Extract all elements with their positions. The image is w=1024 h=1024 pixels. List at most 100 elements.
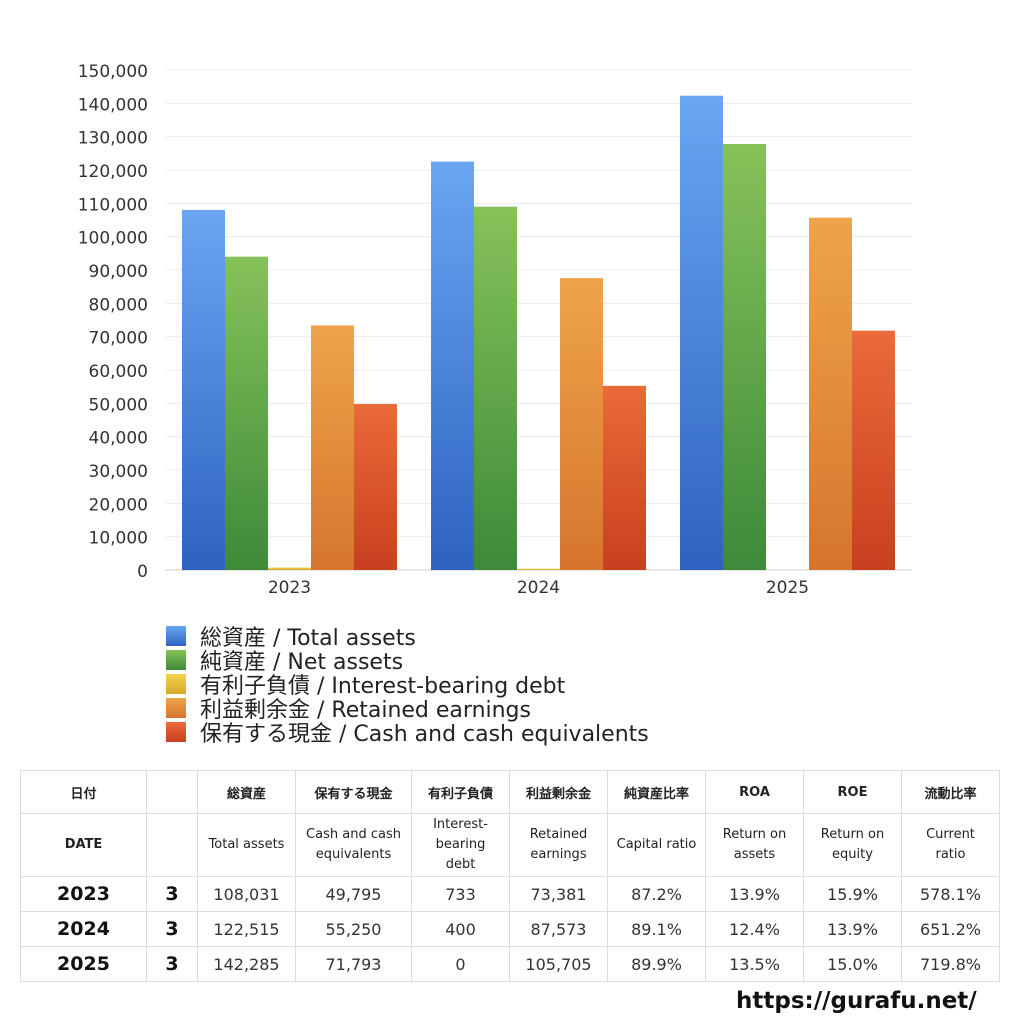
- table-cell: 3: [146, 876, 198, 912]
- site-url: https://gurafu.net/: [736, 988, 977, 1014]
- table-cell: 578.1%: [901, 876, 1000, 912]
- y-tick-label: 80,000: [89, 295, 148, 315]
- table-cell: 13.5%: [705, 946, 804, 982]
- bar-2024-series-4: [560, 278, 603, 570]
- legend-swatch: [166, 650, 186, 670]
- bar-chart: 0 10,000 20,000 30,000 40,000 50,000 60,000 70,…: [78, 62, 912, 598]
- table-header-cell: 有利子負債: [411, 770, 510, 814]
- table-cell: 89.9%: [607, 946, 706, 982]
- table-header-row-en: DATE Total assets Cash and cash equivalents…: [20, 813, 1000, 877]
- table-cell: 2025: [20, 946, 147, 982]
- table-cell: 15.0%: [803, 946, 902, 982]
- table-cell: 15.9%: [803, 876, 902, 912]
- table-header-cell: 総資産: [197, 770, 296, 814]
- legend-swatch: [166, 674, 186, 694]
- bar-2023-series-1: [182, 209, 225, 570]
- y-tick-label: 90,000: [89, 262, 148, 282]
- table-header-cell: [146, 770, 198, 814]
- table-header-cell: 保有する現金: [295, 770, 412, 814]
- x-tick-label: 2024: [517, 578, 560, 598]
- y-tick-label: 40,000: [89, 429, 148, 449]
- legend-item: 総資産 / Total assets: [166, 624, 649, 651]
- x-axis-tick-labels: 2023 2024 2025: [268, 578, 809, 598]
- table-header-cell: Interest-bearing debt: [411, 813, 510, 877]
- bar-2023-series-2: [225, 256, 268, 570]
- legend-label: 保有する現金 / Cash and cash equivalents: [200, 722, 649, 747]
- legend-swatch: [166, 698, 186, 718]
- y-tick-label: 20,000: [89, 495, 148, 515]
- y-axis-tick-labels: 0 10,000 20,000 30,000 40,000 50,000 60,000 70,…: [78, 62, 148, 582]
- y-tick-label: 130,000: [78, 129, 148, 149]
- y-tick-label: 60,000: [89, 362, 148, 382]
- table-cell: 105,705: [509, 946, 608, 982]
- legend-item: 保有する現金 / Cash and cash equivalents: [166, 720, 649, 747]
- bar-2025-series-1: [680, 95, 723, 570]
- table-row: 2024 3 122,515 55,250 400 87,573 89.1% 12.4% 13.…: [20, 911, 1000, 947]
- table-cell: 2023: [20, 876, 147, 912]
- table-cell: 651.2%: [901, 911, 1000, 947]
- y-tick-label: 150,000: [78, 62, 148, 82]
- legend-swatch: [166, 722, 186, 742]
- bar-2025-series-2: [723, 144, 766, 570]
- y-tick-label: 110,000: [78, 195, 148, 215]
- table-header-cell: Retained earnings: [509, 813, 608, 877]
- y-tick-label: 70,000: [89, 329, 148, 349]
- y-tick-label: 0: [137, 562, 148, 582]
- table-cell: 71,793: [295, 946, 412, 982]
- bar-2023-series-5: [354, 404, 397, 570]
- bar-2025-series-5: [852, 330, 895, 570]
- table-header-row-jp: 日付 総資産 保有する現金 有利子負債 利益剰余金 純資産比率 ROA ROE 流動比率: [20, 770, 1000, 814]
- table-cell: 2024: [20, 911, 147, 947]
- table-cell: 108,031: [197, 876, 296, 912]
- table-header-cell: 流動比率: [901, 770, 1000, 814]
- bar-2025-series-4: [809, 217, 852, 570]
- bar-2023-series-3: [268, 567, 311, 570]
- x-tick-label: 2023: [268, 578, 311, 598]
- bars: [182, 95, 895, 570]
- legend-item: 利益剰余金 / Retained earnings: [166, 696, 649, 723]
- legend-label: 純資産 / Net assets: [200, 650, 404, 675]
- bar-2024-series-5: [603, 385, 646, 570]
- table-cell: 733: [411, 876, 510, 912]
- table-cell: 49,795: [295, 876, 412, 912]
- table-header-cell: Return on assets: [705, 813, 804, 877]
- table-header-cell: Cash and cash equivalents: [295, 813, 412, 877]
- table-cell: 3: [146, 946, 198, 982]
- bar-2023-series-4: [311, 325, 354, 570]
- table-cell: 122,515: [197, 911, 296, 947]
- gridlines: [165, 69, 912, 571]
- bar-2024-series-1: [431, 161, 474, 570]
- table-cell: 13.9%: [705, 876, 804, 912]
- y-tick-label: 10,000: [89, 529, 148, 549]
- table-cell: 73,381: [509, 876, 608, 912]
- table-cell: 719.8%: [901, 946, 1000, 982]
- table-header-cell: ROA: [705, 770, 804, 814]
- table-header-cell: [146, 813, 198, 877]
- table-row: 2023 3 108,031 49,795 733 73,381 87.2% 13.9% 15.…: [20, 876, 1000, 912]
- table-cell: 142,285: [197, 946, 296, 982]
- y-tick-label: 50,000: [89, 395, 148, 415]
- table-cell: 0: [411, 946, 510, 982]
- y-tick-label: 30,000: [89, 462, 148, 482]
- table-header-cell: 利益剰余金: [509, 770, 608, 814]
- table-header-cell: ROE: [803, 770, 902, 814]
- table-cell: 400: [411, 911, 510, 947]
- table-cell: 13.9%: [803, 911, 902, 947]
- table-cell: 55,250: [295, 911, 412, 947]
- y-tick-label: 140,000: [78, 95, 148, 115]
- table-cell: 12.4%: [705, 911, 804, 947]
- table-row: 2025 3 142,285 71,793 0 105,705 89.9% 13.5% 15.0…: [20, 946, 1000, 982]
- legend-swatch: [166, 626, 186, 646]
- table-header-cell: DATE: [20, 813, 147, 877]
- y-tick-label: 100,000: [78, 229, 148, 249]
- legend-label: 総資産 / Total assets: [200, 626, 416, 651]
- table-header-cell: Return on equity: [803, 813, 902, 877]
- financial-table: 日付 総資産 保有する現金 有利子負債 利益剰余金 純資産比率 ROA ROE 流動比率 DATE…: [20, 770, 1000, 982]
- x-tick-label: 2025: [766, 578, 809, 598]
- table-cell: 87,573: [509, 911, 608, 947]
- table-header-cell: Capital ratio: [607, 813, 706, 877]
- table-cell: 87.2%: [607, 876, 706, 912]
- y-tick-label: 120,000: [78, 162, 148, 182]
- table-header-cell: 純資産比率: [607, 770, 706, 814]
- bar-2024-series-3: [517, 568, 560, 570]
